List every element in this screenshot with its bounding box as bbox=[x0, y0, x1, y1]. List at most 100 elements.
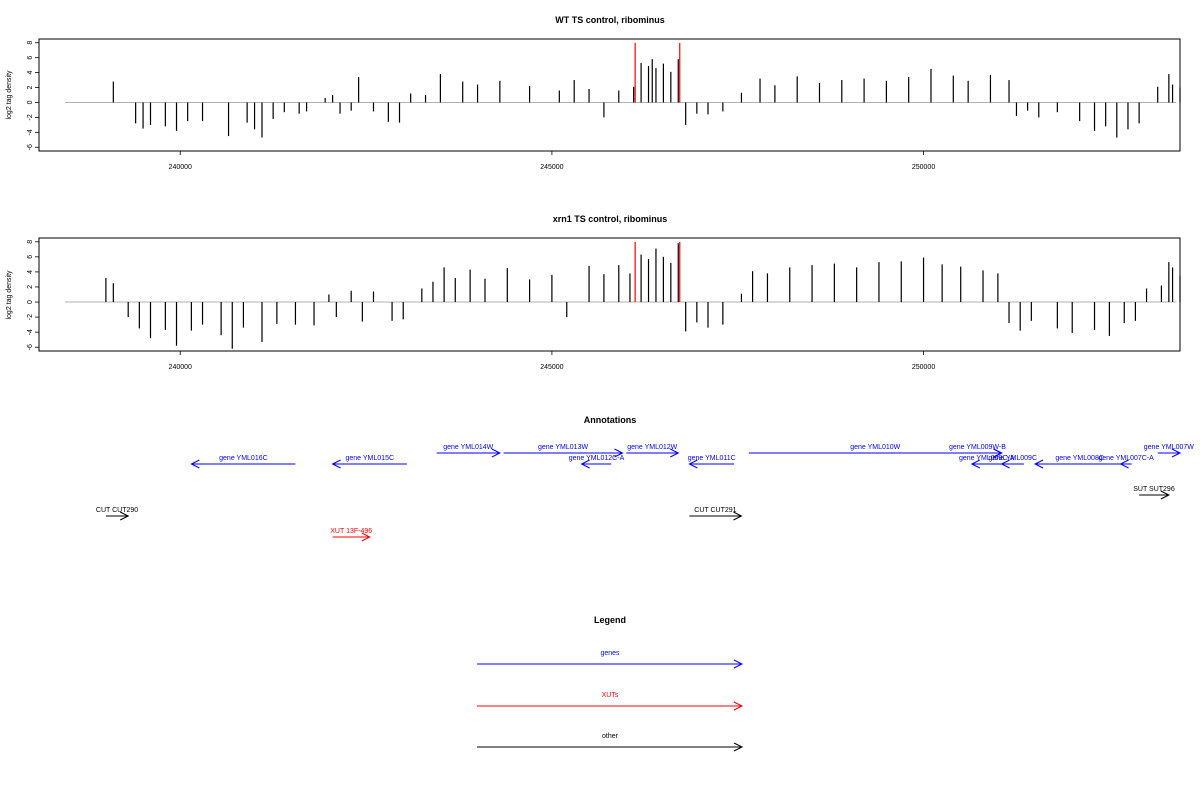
y-tick-label: -6 bbox=[27, 344, 34, 350]
feature-arrowhead bbox=[119, 511, 130, 521]
feature-arrowhead bbox=[670, 448, 680, 458]
feature-arrowhead bbox=[1000, 459, 1010, 469]
x-tick-label: 250000 bbox=[912, 164, 935, 171]
feature-label: gene YML007W bbox=[1144, 444, 1194, 451]
legend-item: genes bbox=[477, 650, 744, 669]
feature-label: gene YML015C bbox=[346, 455, 395, 462]
feature-label: gene YML012W bbox=[627, 444, 677, 451]
xrn1-density-panel: xrn1 TS control, ribominus log2 tag dens… bbox=[6, 214, 1181, 371]
annotation-feature: gene YML008C bbox=[1033, 455, 1125, 469]
feature-label: gene YML013W bbox=[538, 444, 588, 451]
y-tick-label: -2 bbox=[27, 314, 34, 320]
annotation-feature: gene YML011C bbox=[688, 455, 736, 469]
legend-items: genes XUTs other bbox=[477, 650, 744, 752]
feature-label: gene YML011C bbox=[688, 455, 736, 462]
legend-label: genes bbox=[600, 650, 620, 657]
annotation-feature: XUT 13F-496 bbox=[330, 528, 372, 542]
feature-label: SUT SUT296 bbox=[1133, 486, 1175, 493]
annotation-feature: gene YML013W bbox=[503, 444, 624, 458]
feature-arrowhead bbox=[580, 459, 590, 469]
annotation-feature: gene YML009C bbox=[988, 455, 1037, 469]
plot-area: -6 -4 -2 0 2 4 6 8 240000 245000 250000 bbox=[27, 237, 1181, 371]
y-tick-label: 0 bbox=[27, 300, 34, 304]
annotation-feature: gene YML007W bbox=[1144, 444, 1194, 458]
annotation-feature: gene YML009C-A bbox=[959, 455, 1015, 469]
feature-label: gene YML016C bbox=[219, 455, 268, 462]
bar-series bbox=[112, 59, 1181, 138]
annotation-feature: gene YML016C bbox=[190, 455, 296, 469]
feature-label: XUT 13F-496 bbox=[330, 528, 372, 535]
y-tick-label: 0 bbox=[27, 100, 34, 104]
annotation-feature: gene YML015C bbox=[331, 455, 407, 469]
annotation-feature: gene YML014W bbox=[436, 444, 501, 458]
feature-arrowhead bbox=[993, 448, 1003, 458]
x-tick-label: 245000 bbox=[540, 164, 563, 171]
annotation-feature: CUT CUT290 bbox=[96, 507, 138, 521]
panel-title: WT TS control, ribominus bbox=[555, 15, 665, 25]
feature-arrowhead bbox=[491, 448, 501, 458]
legend-title: Legend bbox=[594, 615, 626, 625]
legend-item: XUTs bbox=[477, 692, 744, 711]
feature-label: gene YML009C-A bbox=[959, 455, 1015, 462]
feature-arrowhead bbox=[361, 532, 371, 542]
wt-density-panel: WT TS control, ribominus log2 tag densit… bbox=[6, 15, 1181, 171]
y-tick-label: 4 bbox=[27, 71, 34, 75]
feature-label: CUT CUT290 bbox=[96, 507, 138, 514]
plot-frame bbox=[38, 237, 1181, 352]
y-tick-label: 6 bbox=[27, 56, 34, 60]
y-tick-label: -4 bbox=[27, 329, 34, 335]
feature-label: gene YML009C bbox=[988, 455, 1037, 462]
legend-arrowhead bbox=[733, 659, 744, 669]
legend-label: other bbox=[602, 733, 619, 740]
feature-arrowhead bbox=[688, 459, 698, 469]
annotations-title: Annotations bbox=[584, 415, 637, 425]
feature-label: CUT CUT291 bbox=[694, 507, 736, 514]
y-tick-label: 4 bbox=[27, 270, 34, 274]
y-tick-label: 8 bbox=[27, 41, 34, 45]
feature-arrowhead bbox=[614, 448, 624, 458]
feature-label: gene YML014W bbox=[443, 444, 493, 451]
bar-series bbox=[105, 243, 1181, 349]
feature-arrowhead bbox=[733, 511, 743, 521]
annotation-feature: gene YML007C-A bbox=[1098, 455, 1154, 469]
annotation-feature: SUT SUT296 bbox=[1133, 486, 1175, 500]
x-tick-label: 250000 bbox=[912, 364, 935, 371]
feature-label: gene YML012C-A bbox=[569, 455, 625, 462]
feature-arrowhead bbox=[331, 459, 341, 469]
y-tick-label: 2 bbox=[27, 285, 34, 289]
legend-panel: Legend genes XUTs other bbox=[477, 615, 744, 752]
feature-arrowhead bbox=[970, 459, 981, 469]
feature-arrowhead bbox=[190, 459, 200, 469]
feature-label: gene YML010W bbox=[850, 444, 900, 451]
panel-title: xrn1 TS control, ribominus bbox=[553, 214, 668, 224]
annotation-feature: CUT CUT291 bbox=[689, 507, 743, 521]
y-axis-label: log2 tag density bbox=[6, 70, 13, 120]
legend-item: other bbox=[477, 733, 744, 752]
y-tick-label: 6 bbox=[27, 255, 34, 259]
legend-label: XUTs bbox=[602, 692, 619, 699]
x-tick-label: 240000 bbox=[169, 164, 192, 171]
x-tick-label: 245000 bbox=[540, 364, 563, 371]
feature-arrowhead bbox=[1171, 448, 1182, 458]
y-tick-label: -4 bbox=[27, 129, 34, 135]
legend-arrowhead bbox=[733, 742, 744, 752]
feature-label: gene YML009W-B bbox=[949, 444, 1006, 451]
plot-area: -6 -4 -2 0 2 4 6 8 240000 245000 250000 bbox=[27, 38, 1181, 171]
y-tick-label: 2 bbox=[27, 85, 34, 89]
annotation-feature: gene YML012C-A bbox=[569, 455, 625, 469]
y-tick-label: 8 bbox=[27, 240, 34, 244]
feature-arrowhead bbox=[1033, 459, 1044, 469]
annotation-feature: gene YML012W bbox=[626, 444, 680, 458]
x-tick-label: 240000 bbox=[169, 364, 192, 371]
feature-arrowhead bbox=[1119, 459, 1129, 469]
feature-label: gene YML008C bbox=[1055, 455, 1104, 462]
legend-arrowhead bbox=[733, 701, 744, 711]
y-tick-label: -2 bbox=[27, 114, 34, 120]
y-tick-label: -6 bbox=[27, 144, 34, 150]
y-axis-label: log2 tag density bbox=[6, 270, 13, 320]
annotations-panel: Annotations gene YML016C gene YML015Cgene… bbox=[96, 415, 1194, 542]
annotation-features: gene YML016C gene YML015C gene YML014W gene… bbox=[96, 444, 1194, 542]
feature-label: gene YML007C-A bbox=[1098, 455, 1154, 462]
feature-arrowhead bbox=[1160, 490, 1170, 500]
